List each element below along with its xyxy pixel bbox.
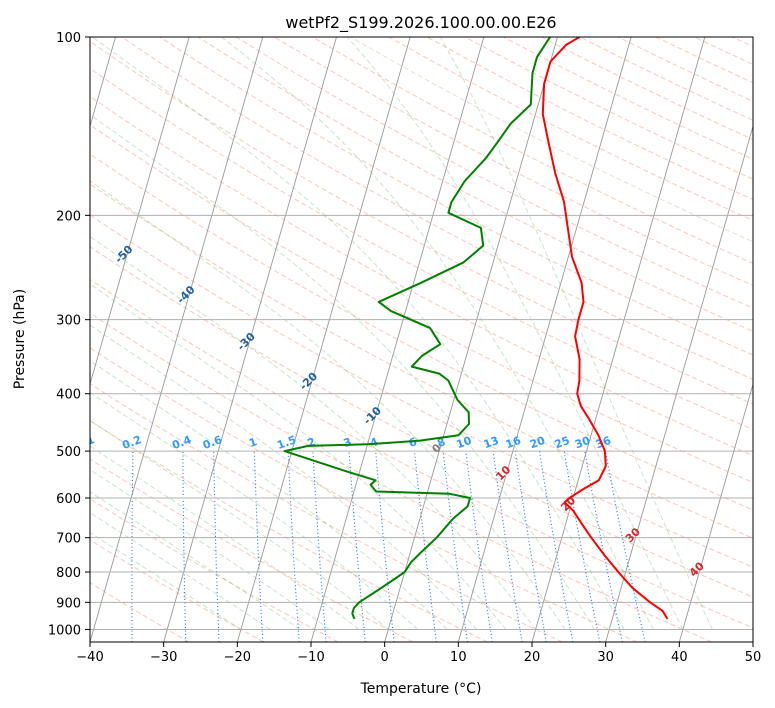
profile-series	[283, 37, 669, 620]
moist-adiabat	[90, 324, 478, 630]
isotherm-line	[678, 382, 753, 642]
moist-adiabat	[90, 180, 566, 630]
isotherm-line	[163, 37, 337, 642]
x-tick-label: −20	[224, 650, 251, 665]
isotherm-line	[531, 37, 706, 642]
x-tick-label: 20	[524, 650, 541, 665]
x-tick-label: −40	[76, 650, 103, 665]
dewpoint-profile-line	[283, 37, 551, 620]
x-tick-label: 30	[597, 650, 614, 665]
mixing-ratio-label: 6	[407, 435, 419, 450]
x-tick-label: 10	[450, 650, 467, 665]
dry-adiabat	[90, 420, 488, 642]
mixing-ratio-label: 8	[435, 435, 447, 450]
mixing-ratio-line	[312, 451, 327, 642]
moist-adiabat	[92, 37, 625, 630]
x-tick-label: 0	[381, 650, 389, 665]
mixing-ratio-label: 25	[553, 434, 572, 451]
isotherm-line	[384, 37, 558, 642]
moist-adiabat	[90, 445, 360, 630]
moist-adiabat	[90, 419, 389, 630]
mixing-ratio-label: 1.5	[275, 433, 298, 452]
y-tick-label: 600	[56, 492, 81, 507]
mixing-ratio-label: 10	[455, 434, 474, 452]
x-tick-label: −30	[150, 650, 177, 665]
dry-adiabat	[90, 458, 414, 642]
y-tick-label: 300	[56, 314, 81, 329]
y-tick-label: 800	[56, 566, 81, 581]
mixing-ratio-label: 0.4	[170, 433, 193, 452]
x-tick-label: 50	[745, 650, 762, 665]
isotherm-line	[605, 124, 753, 642]
mixing-ratio-label: 3	[342, 435, 354, 450]
mixing-ratio-line	[604, 450, 646, 642]
mixing-ratio-line	[213, 451, 220, 642]
dry-adiabat	[90, 582, 190, 642]
dry-adiabat	[90, 183, 753, 539]
mixing-ratio-label: 20	[528, 434, 547, 452]
y-axis-ticks: 100 200 300 400 500 600 700 800 900 1000	[48, 31, 90, 638]
plot-frame	[89, 36, 754, 643]
mixing-ratio-line	[287, 451, 300, 642]
y-tick-label: 900	[56, 596, 81, 611]
y-tick-label: 500	[56, 445, 81, 460]
x-axis-label: Temperature (°C)	[360, 681, 482, 697]
dry-adiabat	[90, 278, 753, 629]
mixing-ratio-label: 2	[306, 435, 318, 450]
y-axis-label: Pressure (hPa)	[12, 289, 28, 389]
isotherms	[90, 37, 753, 642]
y-tick-label: 400	[56, 388, 81, 403]
isotherm-line	[90, 37, 264, 642]
plot-area: -100-90-80-70-60-50-40-30-20-10010203040…	[74, 37, 753, 642]
y-tick-label: 100	[56, 31, 81, 46]
mixing-ratio-label: 16	[504, 434, 523, 452]
moist-adiabat	[346, 37, 684, 630]
isobar-gridlines	[90, 37, 753, 630]
dry-adiabat	[121, 37, 753, 380]
mixing-ratio-label: 0.6	[201, 433, 224, 452]
isotherm-line	[457, 37, 632, 642]
y-tick-label: 200	[56, 209, 81, 224]
dry-adiabats	[90, 37, 753, 642]
mixing-ratio-line	[584, 451, 623, 642]
mixing-ratio-label: 4	[368, 435, 380, 450]
moist-adiabats	[90, 37, 713, 630]
temperature-profile-line	[541, 37, 669, 620]
dry-adiabat	[90, 95, 753, 457]
mixing-ratio-label: 0.2	[120, 433, 143, 452]
x-tick-label: 40	[671, 650, 688, 665]
moist-adiabat	[90, 360, 448, 630]
x-axis-ticks: −40 −30 −20 −10 0 10 20 30 40 50	[76, 642, 761, 665]
mixing-ratio-line	[182, 451, 187, 642]
mixing-ratio-label: 30	[573, 434, 592, 452]
dry-adiabat	[90, 67, 753, 431]
isotherm-line	[310, 37, 485, 642]
dry-adiabat	[90, 40, 753, 405]
moist-adiabat	[90, 391, 419, 630]
dry-adiabat	[90, 347, 638, 642]
dry-adiabat	[159, 37, 753, 356]
x-tick-label: −10	[297, 650, 324, 665]
mixing-ratio-label: 0.1	[74, 433, 97, 452]
mixing-ratio-label: 1	[247, 435, 259, 450]
moist-adiabat	[90, 114, 595, 630]
isotherm-line	[236, 37, 411, 642]
mixing-ratio-label: 13	[482, 434, 501, 451]
chart-title: wetPf2_S199.2026.100.00.00.E26	[285, 13, 556, 33]
dry-adiabat	[90, 312, 712, 642]
moist-adiabat	[90, 236, 536, 630]
mixing-ratio-line	[253, 451, 264, 642]
y-tick-label: 700	[56, 532, 81, 547]
y-tick-label: 1000	[48, 623, 81, 638]
moist-adiabat	[439, 37, 713, 630]
isotherm-line	[90, 37, 190, 386]
dry-adiabat	[90, 383, 563, 642]
moist-adiabat	[221, 37, 654, 630]
